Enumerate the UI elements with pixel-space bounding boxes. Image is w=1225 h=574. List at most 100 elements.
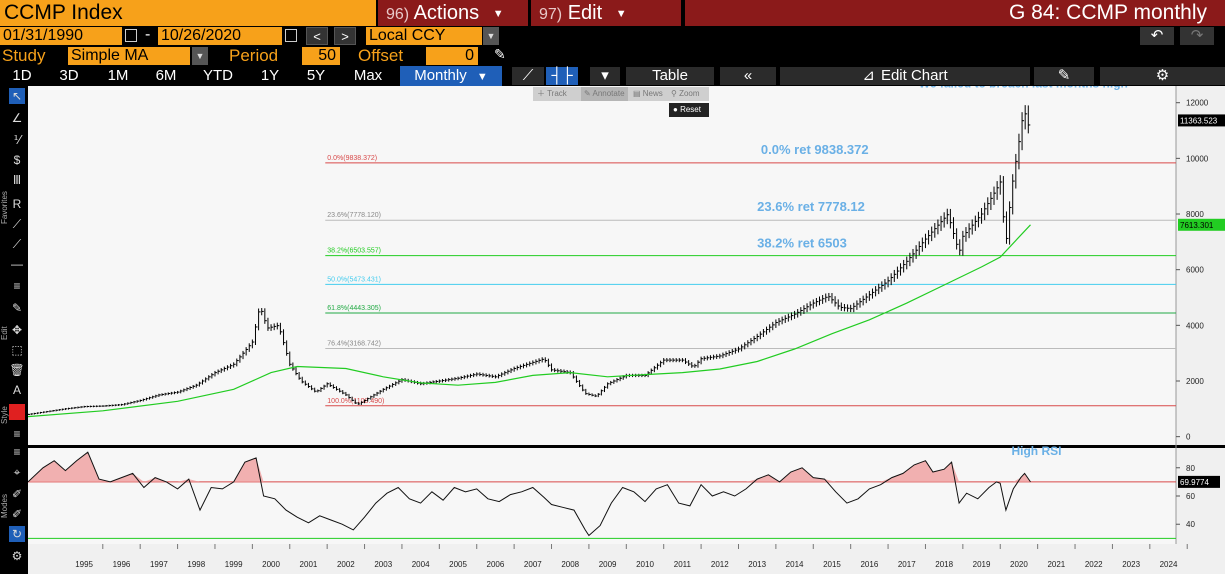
period-max[interactable]: Max — [353, 67, 383, 84]
actions-menu-number: 96) — [386, 6, 410, 23]
style-label: Style — [0, 406, 9, 424]
y-tick-label: 12000 — [1186, 99, 1209, 108]
edit-menu-number: 97) — [539, 6, 563, 23]
y-tick-label: 2000 — [1186, 377, 1204, 386]
color-swatch-icon[interactable] — [9, 404, 25, 420]
percent-icon[interactable]: ⅟ — [13, 133, 21, 147]
period-5y[interactable]: 5Y — [306, 67, 326, 84]
line-tool-icon[interactable]: ∠ — [11, 111, 23, 125]
chevron-down-icon[interactable]: ▾ — [590, 67, 620, 85]
channel-icon[interactable]: ≡ — [13, 279, 21, 293]
x-tick-label: 2004 — [412, 560, 430, 569]
next-arrow-icon[interactable]: > — [334, 27, 356, 45]
track-tool[interactable]: ＋ Track — [537, 89, 567, 98]
period-1y[interactable]: 1Y — [260, 67, 280, 84]
edit-chart-button[interactable]: ⊿ Edit Chart — [780, 67, 1030, 85]
x-tick-label: 2006 — [487, 560, 505, 569]
x-tick-label: 2000 — [262, 560, 280, 569]
favorites-label: Favorites — [0, 191, 9, 225]
annotate-label: Annotate — [592, 89, 625, 98]
edit-menu[interactable]: 97) Edit ▼ — [531, 0, 681, 26]
move-icon[interactable]: ✥ — [11, 323, 23, 337]
gear-icon[interactable]: ⚙ — [1100, 67, 1225, 85]
frequency-dropdown[interactable]: Monthly ▼ — [400, 66, 502, 86]
line-style-icon[interactable]: ≡ — [13, 445, 21, 459]
annotate-icon[interactable]: ✎ — [1034, 67, 1094, 85]
x-tick-label: 1998 — [187, 560, 205, 569]
bar-chart-icon[interactable]: ┤├ — [546, 67, 578, 85]
fib-level-label: 76.4%(3168.742) — [327, 340, 381, 347]
redo-icon[interactable]: ↷ — [1180, 27, 1214, 45]
pencil-icon[interactable]: ✎ — [11, 301, 23, 315]
chart-annotation: 38.2% ret 6503 — [757, 235, 847, 250]
zoom-tool[interactable]: ⚲ Zoom — [671, 89, 700, 98]
actions-menu[interactable]: 96) Actions ▼ — [378, 0, 528, 26]
table-button[interactable]: Table — [626, 67, 714, 85]
period-1d[interactable]: 1D — [12, 67, 32, 84]
y-tick-label: 8000 — [1186, 210, 1204, 219]
period-1m[interactable]: 1M — [107, 67, 129, 84]
fib-level-label: 50.0%(5473.431) — [327, 276, 381, 283]
currency-field[interactable]: Local CCY — [366, 27, 482, 45]
refresh-icon[interactable]: ↻ — [9, 526, 25, 542]
trendline-icon[interactable]: ⟋ — [12, 217, 22, 231]
chevron-down-icon[interactable]: ▼ — [483, 27, 499, 45]
rsi-line — [28, 451, 1031, 537]
end-date-field[interactable]: 10/26/2020 — [158, 27, 282, 45]
x-tick-label: 2016 — [860, 560, 878, 569]
line-weight-icon[interactable]: ≡ — [13, 427, 21, 441]
rsi-value-tag — [1178, 475, 1220, 488]
crosshair-icon[interactable]: ⌖ — [13, 465, 21, 479]
study-label: Study — [2, 46, 46, 65]
edit-menu-label: Edit — [567, 2, 603, 24]
modes-label: Modes — [0, 494, 9, 519]
reset-button[interactable]: ● Reset — [669, 103, 709, 117]
pointer-icon[interactable]: ↖ — [9, 88, 25, 104]
period-field[interactable]: 50 — [302, 47, 340, 65]
trendline-icon[interactable]: ⟋ — [12, 237, 22, 251]
rsi-overbought-fill — [28, 452, 1031, 482]
security-ticker[interactable]: CCMP Index — [0, 0, 376, 26]
retracement-icon[interactable]: R — [12, 197, 22, 211]
x-tick-label: 1999 — [225, 560, 243, 569]
offset-field[interactable]: 0 — [426, 47, 478, 65]
fib-icon[interactable]: Ⅲ — [12, 173, 22, 187]
mode-icon[interactable]: ✐ — [11, 507, 23, 521]
calendar-icon[interactable] — [285, 29, 297, 42]
x-tick-label: 2019 — [973, 560, 991, 569]
price-chart[interactable]: 0 2000 4000 6000 8000 10000 12000 0.0%(9838.372… — [28, 86, 1225, 574]
x-tick-label: 1996 — [113, 560, 131, 569]
line-chart-icon[interactable]: ⟋ — [512, 67, 544, 85]
x-tick-label: 2007 — [524, 560, 542, 569]
x-tick-label: 2002 — [337, 560, 355, 569]
ma-value-tag — [1178, 218, 1225, 231]
mode-icon[interactable]: ✐ — [11, 487, 23, 501]
double-chevron-left-icon[interactable]: « — [720, 67, 776, 85]
rsi-annotation: High RSI — [1011, 444, 1061, 458]
rsi-y-tick-label: 60 — [1186, 492, 1195, 501]
news-label: News — [642, 89, 663, 98]
x-tick-label: 2020 — [1010, 560, 1028, 569]
undo-icon[interactable]: ↶ — [1140, 27, 1174, 45]
horizontal-line-icon[interactable]: — — [11, 257, 23, 271]
previous-arrow-icon[interactable]: < — [306, 27, 328, 45]
study-field[interactable]: Simple MA — [68, 47, 190, 65]
annotate-tool[interactable]: ✎ Annotate — [581, 87, 628, 101]
calendar-icon[interactable] — [125, 29, 137, 42]
period-ytd[interactable]: YTD — [203, 67, 233, 84]
chevron-down-icon[interactable]: ▼ — [192, 47, 208, 65]
period-6m[interactable]: 6M — [155, 67, 177, 84]
font-icon[interactable]: A — [12, 383, 21, 397]
gear-icon[interactable]: ⚙ — [11, 549, 23, 563]
trash-icon[interactable]: 🗑 — [9, 363, 25, 377]
dollar-icon[interactable]: $ — [13, 153, 21, 167]
select-icon[interactable]: ⬚ — [11, 343, 23, 357]
pencil-icon[interactable]: ✎ — [494, 46, 506, 62]
study-bar: Study Simple MA ▼ Period 50 Offset 0 ✎ — [0, 46, 1225, 66]
news-tool[interactable]: ▤ News — [633, 89, 663, 98]
x-tick-label: 2011 — [674, 560, 692, 569]
period-3d[interactable]: 3D — [59, 67, 79, 84]
start-date-field[interactable]: 01/31/1990 — [0, 27, 122, 45]
title-bar: CCMP Index 96) Actions ▼ 97) Edit ▼ G 84… — [0, 0, 1225, 26]
fib-level-label: 0.0%(9838.372) — [327, 155, 377, 162]
